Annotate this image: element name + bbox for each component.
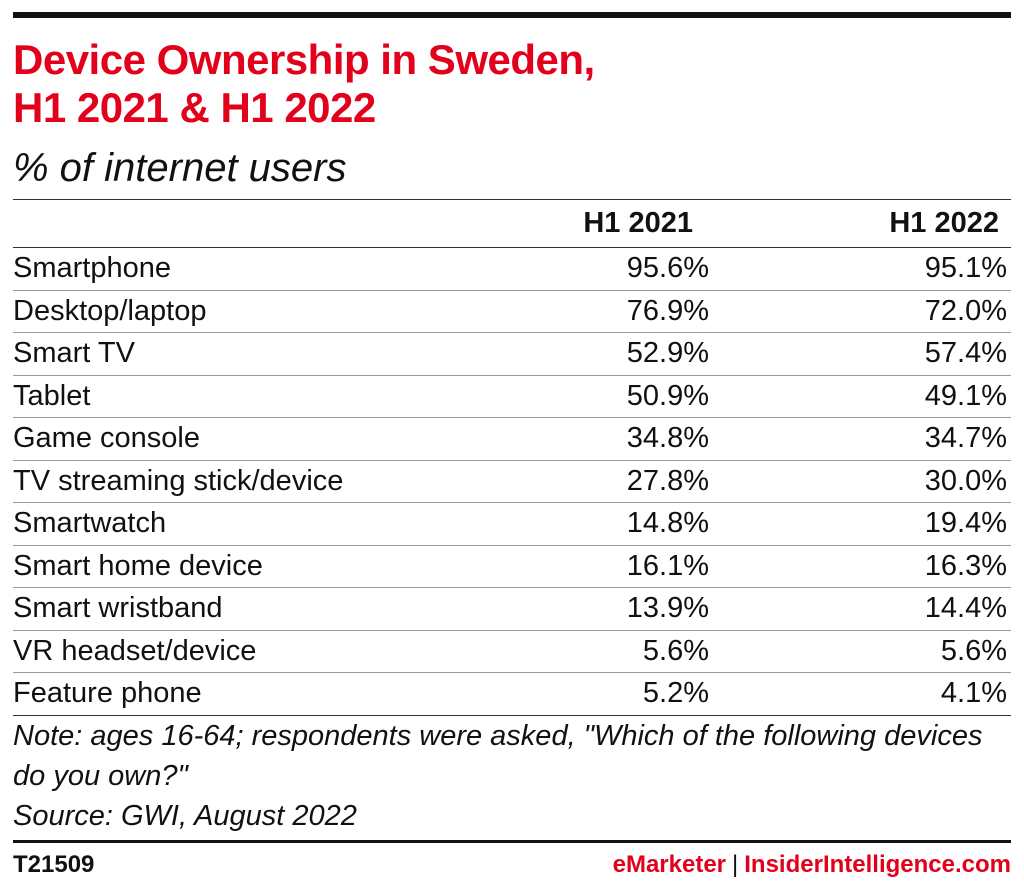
row-label: Game console [13,422,200,455]
table-row: Desktop/laptop 76.9% 72.0% [13,291,1011,333]
brand-separator: | [732,851,739,878]
chart-id: T21509 [13,851,95,878]
value-h1-2021: 5.2% [642,677,709,710]
value-h1-2021: 95.6% [626,252,709,285]
row-label: TV streaming stick/device [13,464,344,497]
table-body: Smartphone 95.6% 95.1% Desktop/laptop 76.9% 7… [13,248,1011,716]
value-h1-2021: 5.6% [642,634,709,667]
value-h1-2021: 50.9% [626,379,709,412]
value-h1-2022: 14.4% [924,592,1007,625]
table-row: Smart TV 52.9% 57.4% [13,333,1011,376]
value-h1-2021: 13.9% [626,592,709,625]
value-h1-2021: 14.8% [626,507,709,540]
table-row: Smartphone 95.6% 95.1% [13,248,1011,291]
brand-insiderintelligence: InsiderIntelligence.com [744,851,1011,878]
chart-title: Device Ownership in Sweden, H1 2021 & H1… [13,36,1003,132]
table-row: Game console 34.8% 34.7% [13,418,1011,461]
row-label: Feature phone [13,677,202,710]
table-header-row: H1 2021 H1 2022 [13,200,1011,248]
notes: Note: ages 16-64; respondents were asked… [13,716,1003,836]
table-row: Feature phone 5.2% 4.1% [13,673,1011,716]
row-label: Desktop/laptop [13,294,207,327]
header-h1-2022: H1 2022 [889,207,999,239]
value-h1-2022: 95.1% [924,252,1007,285]
value-h1-2022: 19.4% [924,507,1007,540]
header-h1-2021: H1 2021 [583,207,693,239]
value-h1-2022: 49.1% [924,379,1007,412]
brand-emarketer: eMarketer [612,851,727,878]
row-label: Smart wristband [13,592,223,625]
top-rule [13,12,1011,18]
source-text: Source: GWI, August 2022 [13,800,357,832]
row-label: Smartphone [13,252,171,285]
table-row: Smart home device 16.1% 16.3% [13,546,1011,588]
value-h1-2021: 76.9% [626,294,709,327]
value-h1-2021: 16.1% [626,549,709,582]
table-row: VR headset/device 5.6% 5.6% [13,631,1011,673]
row-label: Smart TV [13,337,135,370]
row-label: VR headset/device [13,634,257,667]
row-label: Smartwatch [13,507,167,540]
table-row: Tablet 50.9% 49.1% [13,376,1011,418]
value-h1-2022: 34.7% [924,422,1007,455]
value-h1-2022: 30.0% [924,464,1007,497]
chart-subtitle: % of internet users [13,146,347,190]
header-rule [13,199,1011,200]
table-row: TV streaming stick/device 27.8% 30.0% [13,461,1011,503]
value-h1-2022: 72.0% [924,294,1007,327]
value-h1-2022: 4.1% [940,677,1007,710]
note-text: Note: ages 16-64; respondents were asked… [13,720,983,792]
value-h1-2022: 57.4% [924,337,1007,370]
table-row: Smartwatch 14.8% 19.4% [13,503,1011,546]
value-h1-2021: 52.9% [626,337,709,370]
row-label: Tablet [13,379,91,412]
value-h1-2022: 5.6% [940,634,1007,667]
value-h1-2021: 27.8% [626,464,709,497]
value-h1-2022: 16.3% [924,549,1007,582]
value-h1-2021: 34.8% [626,422,709,455]
footer-rule [13,840,1011,843]
title-line-1: Device Ownership in Sweden, [13,36,595,83]
title-line-2: H1 2021 & H1 2022 [13,84,376,131]
row-label: Smart home device [13,549,263,582]
footer-brand: eMarketer | InsiderIntelligence.com [613,851,1011,879]
table-row: Smart wristband 13.9% 14.4% [13,588,1011,631]
data-table: H1 2021 H1 2022 Smartphone 95.6% 95.1% Desk… [13,200,1011,716]
